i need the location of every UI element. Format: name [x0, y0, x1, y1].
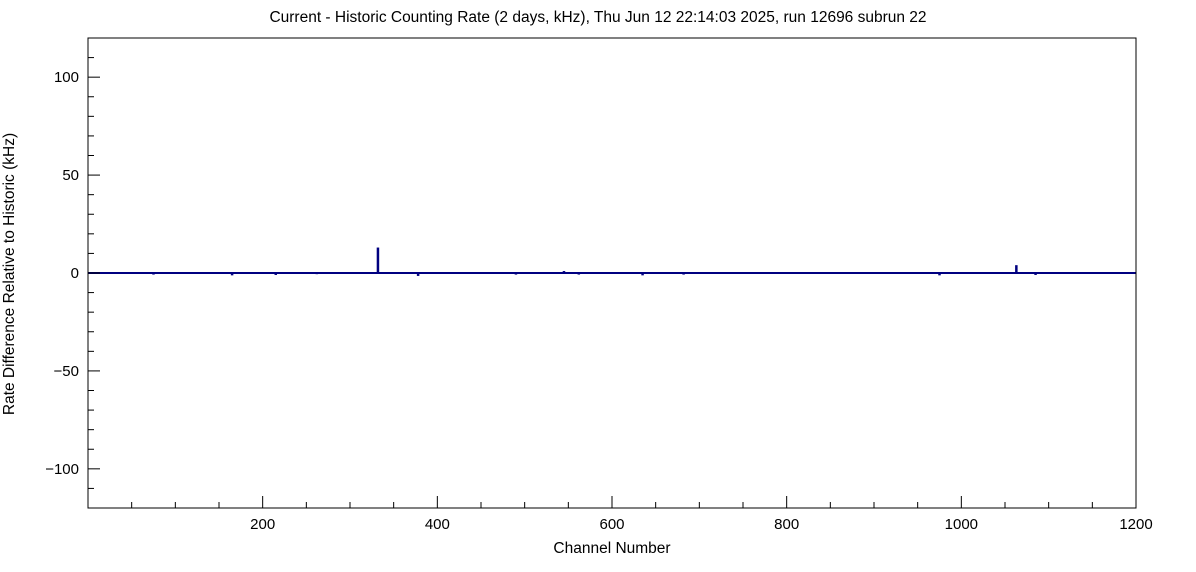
y-tick-label: 0 — [71, 265, 79, 282]
y-tick-label: −50 — [54, 363, 79, 380]
x-axis-title: Channel Number — [553, 540, 671, 557]
x-tick-label: 1200 — [1119, 516, 1152, 533]
x-tick-label: 400 — [425, 516, 450, 533]
y-tick-label: −100 — [45, 461, 79, 478]
chart-title: Current - Historic Counting Rate (2 days… — [269, 9, 927, 26]
y-tick-label: 100 — [54, 69, 79, 86]
x-tick-label: 800 — [774, 516, 799, 533]
x-tick-label: 200 — [250, 516, 275, 533]
x-tick-label: 1000 — [945, 516, 978, 533]
x-tick-label: 600 — [599, 516, 624, 533]
y-tick-label: 50 — [62, 167, 79, 184]
